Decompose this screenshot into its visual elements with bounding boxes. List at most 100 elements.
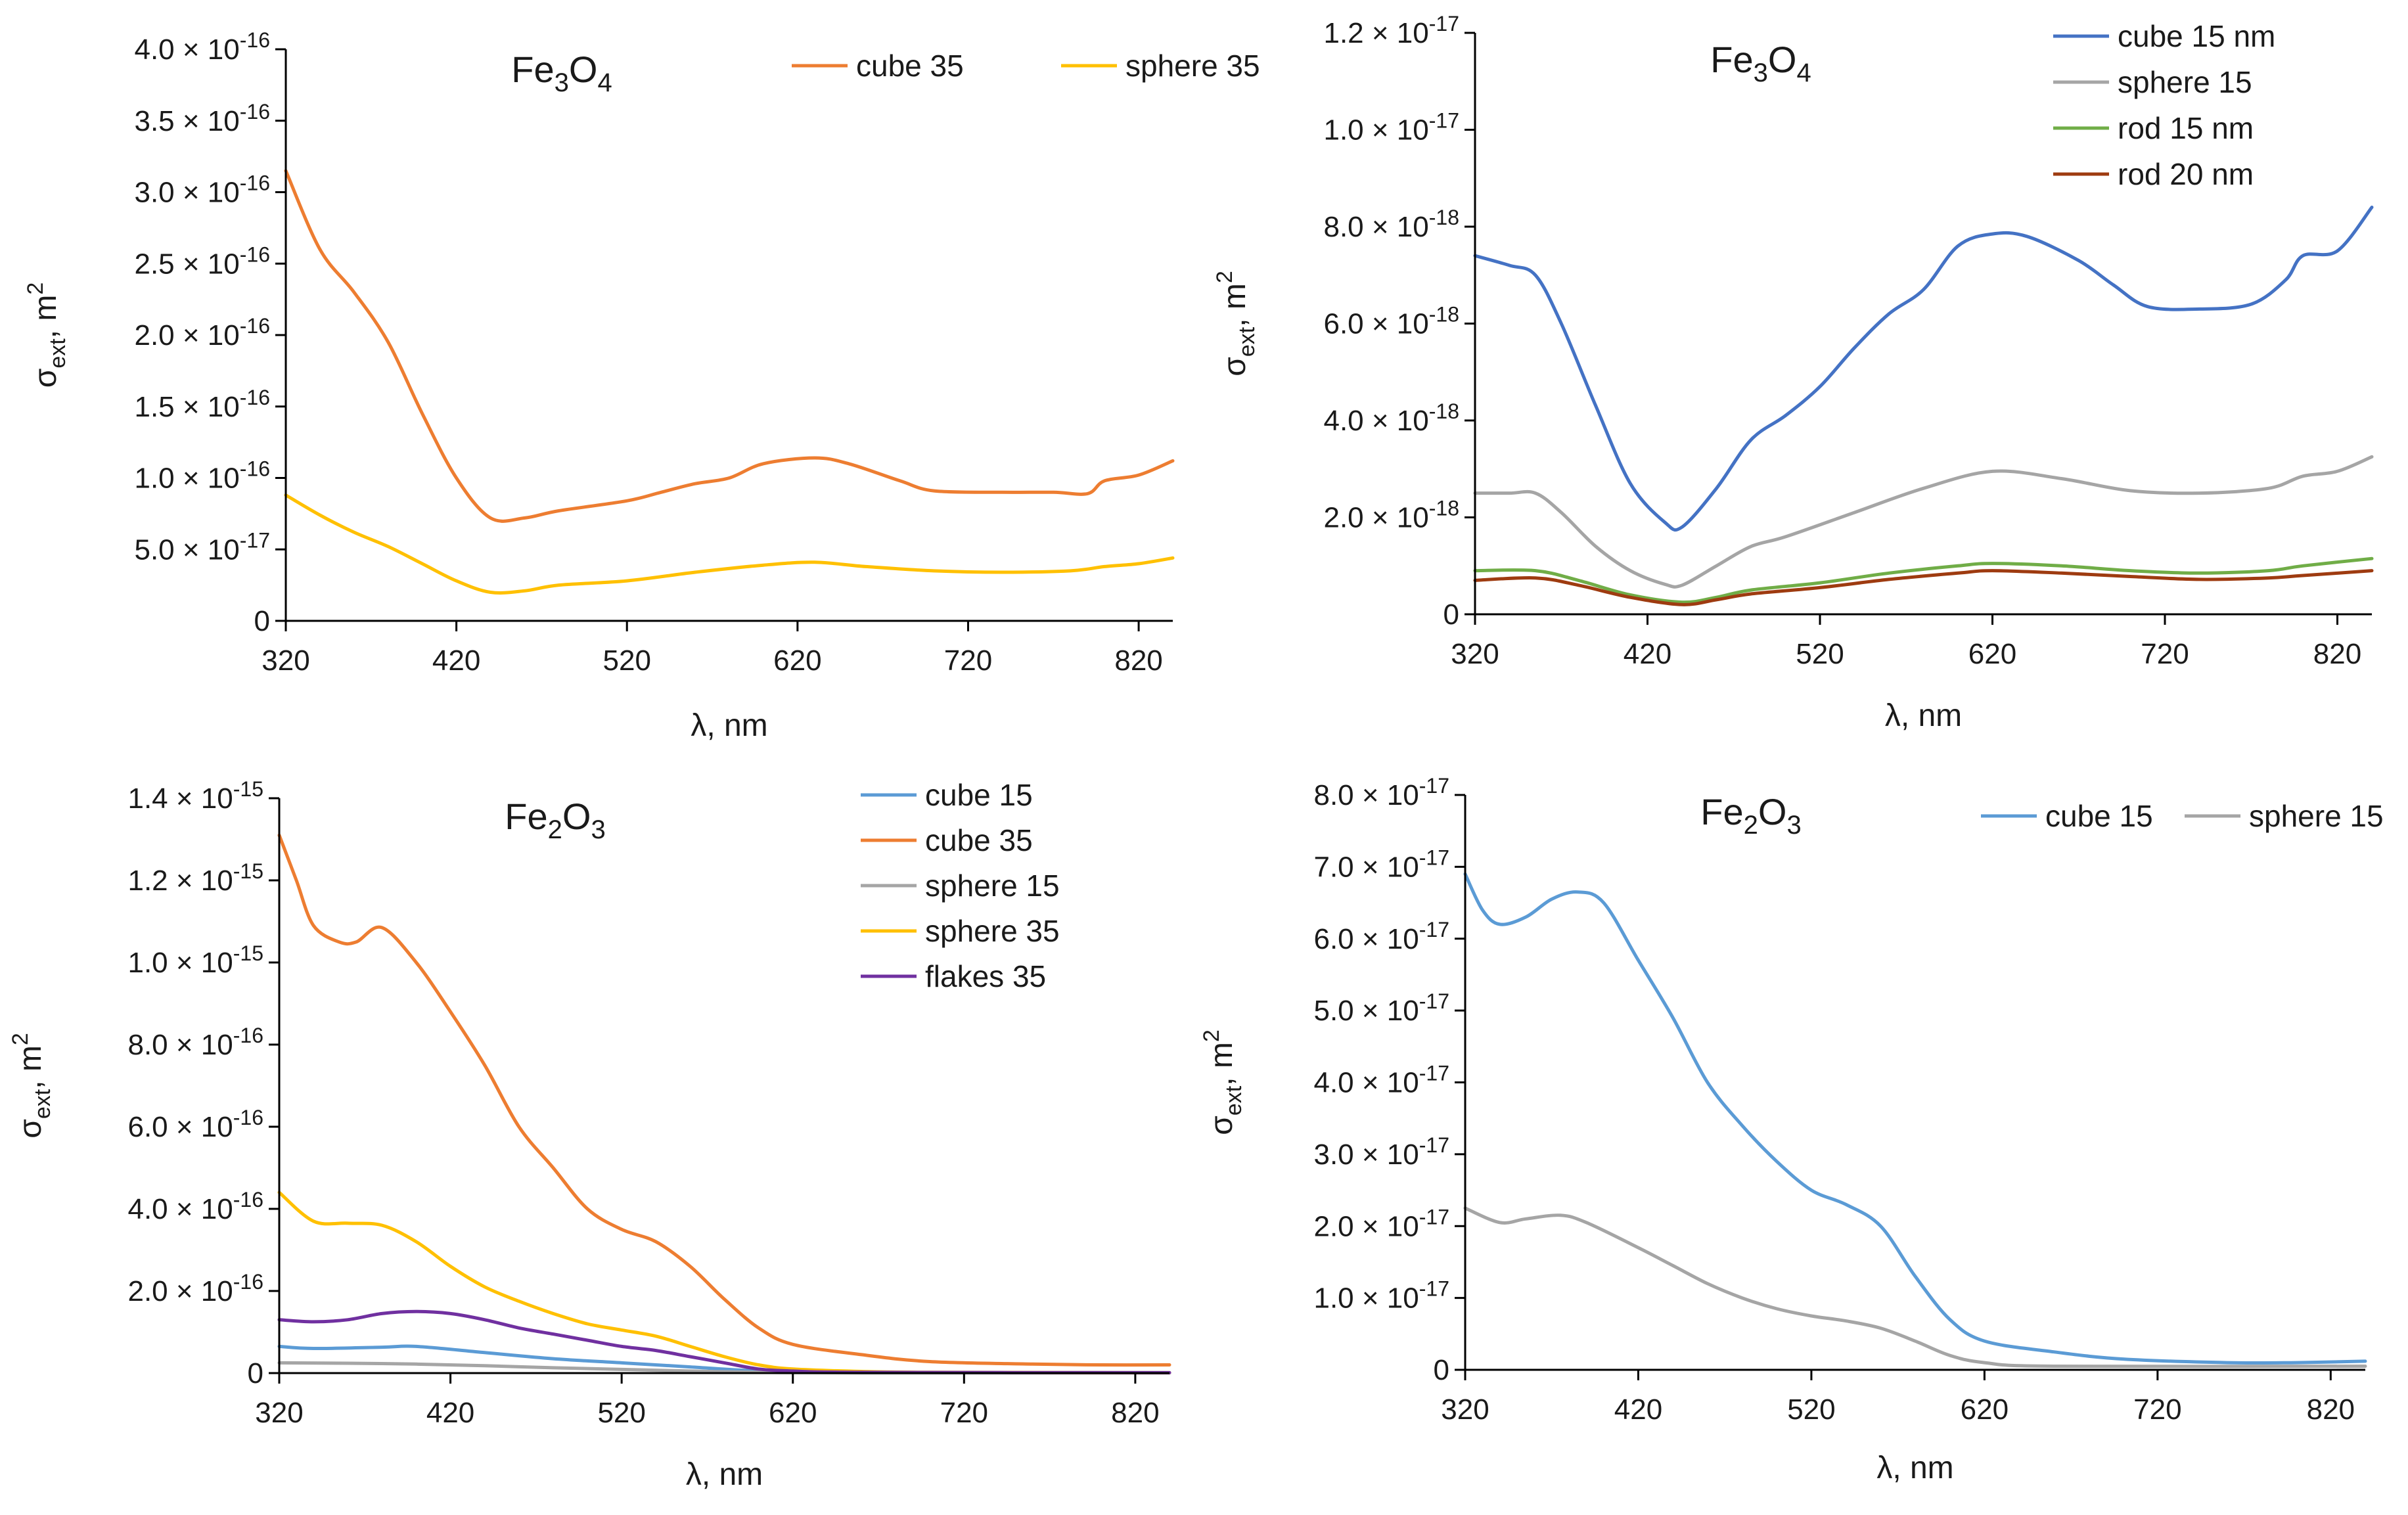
y-tick-exponent: -16 [240,457,270,481]
y-tick-label: 7.0 × 10-17 [1313,846,1449,883]
y-tick-mantissa: 1.2 × 10 [127,865,233,897]
y-tick-mantissa: 8.0 × 10 [127,1029,233,1061]
y-tick-exponent: -17 [1419,918,1449,941]
y-tick-label: 3.0 × 10-17 [1313,1133,1449,1171]
y-axis-title: σext, m2 [23,283,70,388]
y-tick-mantissa: 5.0 × 10 [1313,995,1419,1027]
series-line-sphere-15 [1473,455,2374,589]
y-tick-exponent: -16 [240,100,270,124]
x-tick-label: 620 [1968,638,2016,670]
y-axis-title: σext, m2 [1199,1029,1246,1135]
y-tick-label: 6.0 × 10-17 [1313,918,1449,955]
chart-title-subscript: 3 [555,68,569,97]
x-tick-label: 720 [2141,638,2189,670]
y-axis-title-symbol: σ [28,369,63,388]
y-tick-mantissa: 3.0 × 10 [134,177,239,209]
y-tick-mantissa: 8.0 × 10 [1313,779,1419,811]
x-tick-label: 720 [940,1397,988,1429]
y-tick-mantissa: 6.0 × 10 [127,1111,233,1143]
y-axis-title-subscript: ext [30,1089,55,1119]
y-tick-exponent: -17 [1419,774,1449,798]
chart-title-element: O [562,796,591,837]
series-line-cube-15 [1463,872,2367,1365]
x-axis-title: λ, nm [691,708,767,743]
y-tick-exponent: -15 [233,859,263,883]
y-tick-label: 1.5 × 10-16 [134,386,270,423]
y-tick-label: 1.0 × 10-17 [1323,109,1459,147]
x-tick-label: 320 [1441,1393,1489,1426]
legend-label: sphere 35 [925,914,1060,948]
chart-title-element: Fe [1700,791,1743,832]
y-tick-label: 6.0 × 10-18 [1323,303,1459,340]
chart-title-subscript: 3 [1754,58,1768,87]
y-axis-title-subscript: ext [1235,327,1260,357]
y-tick-exponent: -17 [1419,989,1449,1013]
y-tick-label: 1.0 × 10-15 [127,941,263,979]
legend-label: sphere 15 [2249,799,2384,833]
chart-title-subscript: 4 [597,68,612,97]
series-line-rod-15-nm [1473,556,2374,604]
y-tick-exponent: -15 [233,941,263,965]
y-tick-exponent: -17 [1419,1205,1449,1229]
y-tick-label: 8.0 × 10-18 [1323,206,1459,243]
y-tick-mantissa: 4.0 × 10 [1323,405,1428,437]
x-tick-label: 320 [261,644,309,677]
x-tick-label: 620 [773,644,821,677]
series-line-rod-20-nm [1473,569,2374,606]
y-tick-label: 4.0 × 10-17 [1313,1062,1449,1099]
y-tick-exponent: -15 [233,777,263,801]
y-tick-exponent: -16 [240,242,270,266]
legend: cube 35 sphere 35 [792,49,1260,83]
y-tick-exponent: -16 [240,28,270,52]
y-tick-exponent: -16 [233,1270,263,1294]
legend: cube 15 sphere 15 [1981,799,2384,833]
chart-title: Fe3O4 [1710,39,1811,87]
x-tick-label: 520 [1787,1393,1835,1426]
y-tick-exponent: -18 [1429,399,1459,423]
x-axis-title: λ, nm [1876,1451,1953,1485]
y-tick-label: 1.2 × 10-17 [1323,12,1459,49]
y-axis-title: σext, m2 [1212,271,1260,376]
y-tick-label: 4.0 × 10-18 [1323,399,1459,437]
x-tick-label: 520 [1796,638,1844,670]
y-axis-title-unit: , m [1204,1042,1239,1086]
y-tick-mantissa: 3.0 × 10 [1313,1139,1419,1171]
y-tick-label: 4.0 × 10-16 [134,28,270,66]
y-axis-title-subscript: ext [45,338,70,369]
y-tick-label: 8.0 × 10-16 [127,1024,263,1061]
y-tick-label: 1.4 × 10-15 [127,777,263,815]
x-tick-label: 620 [769,1397,817,1429]
chart-title-element: Fe [505,796,547,837]
y-tick-exponent: -16 [240,314,270,338]
series-line-sphere-15 [1463,1206,2367,1368]
y-tick-mantissa: 4.0 × 10 [134,34,239,66]
y-tick-label: 6.0 × 10-16 [127,1106,263,1143]
chart-panel-top-left: 05.0 × 10-171.0 × 10-161.5 × 10-162.0 × … [23,28,1260,743]
legend-label: cube 15 [925,778,1033,812]
y-tick-mantissa: 0 [248,1357,263,1390]
y-tick-mantissa: 2.0 × 10 [127,1275,233,1307]
y-tick-label: 4.0 × 10-16 [127,1188,263,1225]
y-tick-mantissa: 1.0 × 10 [134,463,239,495]
y-tick-mantissa: 2.0 × 10 [1313,1210,1419,1242]
y-tick-label: 3.0 × 10-16 [134,171,270,209]
chart-panel-bottom-right: 01.0 × 10-172.0 × 10-173.0 × 10-174.0 × … [1199,774,2384,1485]
y-axis-title-superscript: 2 [23,283,48,295]
x-axis-title: λ, nm [686,1457,763,1492]
y-tick-exponent: -17 [1419,1277,1449,1301]
y-tick-label: 8.0 × 10-17 [1313,774,1449,811]
y-tick-exponent: -18 [1429,206,1459,229]
x-tick-label: 720 [944,644,992,677]
y-tick-label: 1.2 × 10-15 [127,859,263,897]
x-axis-title: λ, nm [1885,698,1962,733]
y-tick-exponent: -16 [233,1188,263,1211]
x-tick-label: 620 [1961,1393,2009,1426]
y-axis-title-unit: , m [28,295,63,339]
y-axis-title-superscript: 2 [8,1033,33,1045]
y-axis-title: σext, m2 [8,1033,55,1139]
y-tick-label: 0 [1434,1354,1449,1386]
y-tick-mantissa: 8.0 × 10 [1323,211,1428,243]
legend: cube 15 cube 35 sphere 15 sphere 35 flakes 3… [861,778,1060,993]
y-tick-mantissa: 6.0 × 10 [1323,308,1428,340]
